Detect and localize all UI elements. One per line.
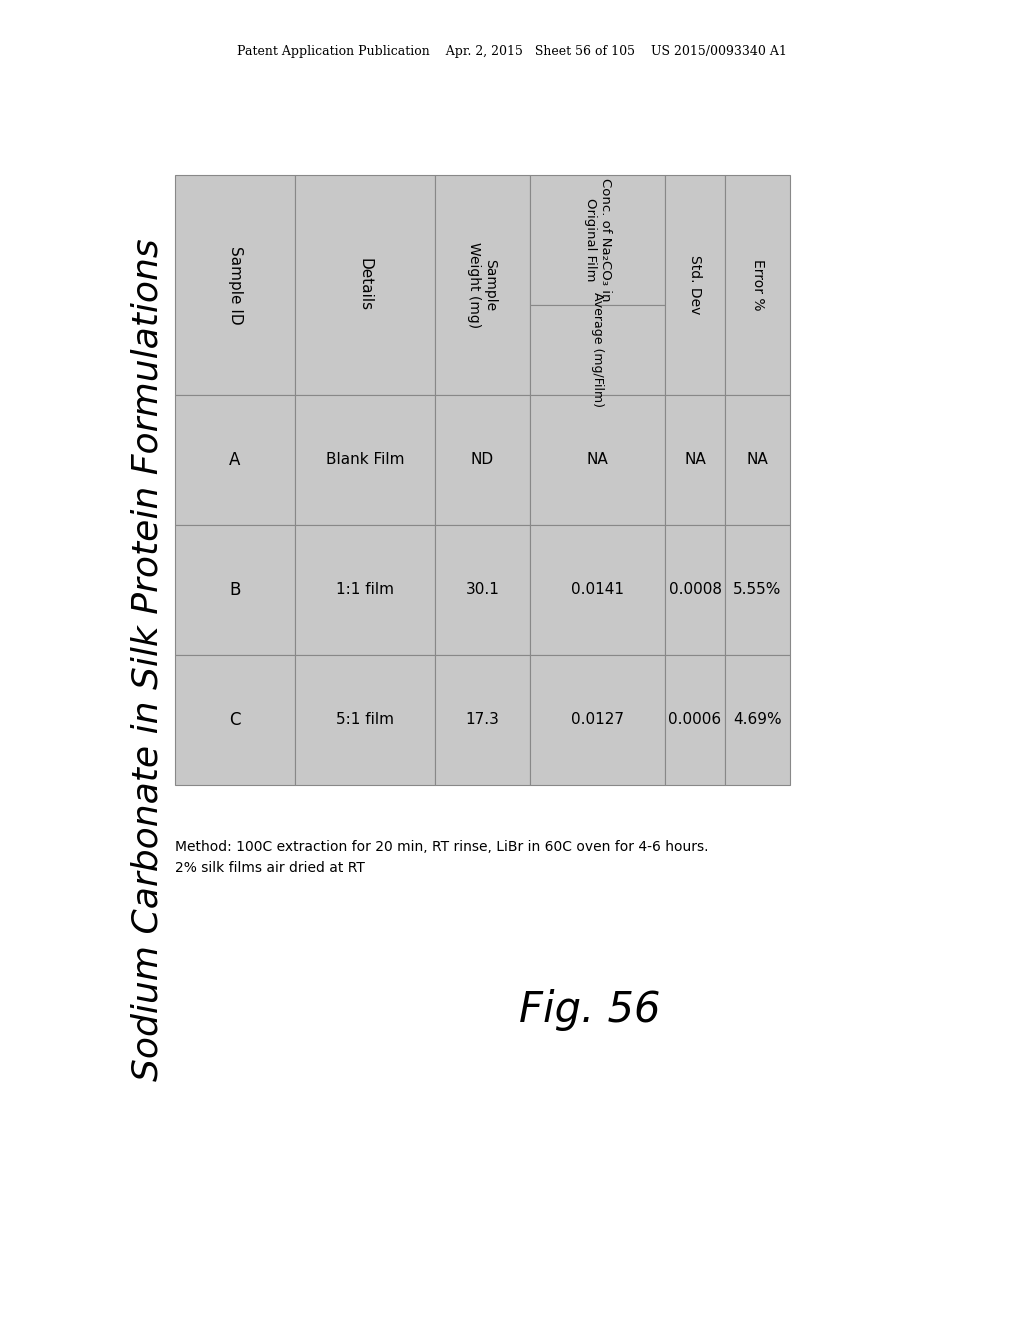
Bar <box>295 655 435 785</box>
Text: Sample ID: Sample ID <box>227 246 243 325</box>
Bar <box>530 176 665 305</box>
Bar <box>435 525 530 655</box>
Bar <box>295 395 435 525</box>
Text: Std. Dev: Std. Dev <box>688 255 702 314</box>
Text: Blank Film: Blank Film <box>326 453 404 467</box>
Text: 5.55%: 5.55% <box>733 582 781 598</box>
Text: C: C <box>229 711 241 729</box>
Text: 1:1 film: 1:1 film <box>336 582 394 598</box>
Text: 0.0008: 0.0008 <box>669 582 722 598</box>
Text: Patent Application Publication    Apr. 2, 2015   Sheet 56 of 105    US 2015/0093: Patent Application Publication Apr. 2, 2… <box>238 45 786 58</box>
Text: Average (mg/Film): Average (mg/Film) <box>591 293 604 408</box>
Bar <box>530 525 665 655</box>
Text: Sample
Weight (mg): Sample Weight (mg) <box>467 242 498 329</box>
Text: B: B <box>229 581 241 599</box>
Text: Sodium Carbonate in Silk Protein Formulations: Sodium Carbonate in Silk Protein Formula… <box>131 239 165 1081</box>
Bar <box>530 305 665 395</box>
Bar <box>175 395 295 525</box>
Bar <box>435 655 530 785</box>
Bar <box>530 655 665 785</box>
Bar <box>175 176 295 395</box>
Text: Fig. 56: Fig. 56 <box>519 989 660 1031</box>
Text: A: A <box>229 451 241 469</box>
Bar <box>530 395 665 525</box>
Text: Details: Details <box>357 259 373 312</box>
Text: Conc. of Na₂CO₃ in
Original Film: Conc. of Na₂CO₃ in Original Film <box>584 178 611 302</box>
Bar <box>435 176 530 395</box>
Bar <box>295 176 435 395</box>
Text: 0.0006: 0.0006 <box>669 713 722 727</box>
Bar <box>175 525 295 655</box>
Bar <box>175 655 295 785</box>
Bar <box>435 395 530 525</box>
Text: Error %: Error % <box>751 259 765 310</box>
Bar <box>725 176 790 395</box>
Text: 30.1: 30.1 <box>466 582 500 598</box>
Bar <box>665 395 725 525</box>
Bar <box>725 395 790 525</box>
Bar <box>295 525 435 655</box>
Text: NA: NA <box>587 453 608 467</box>
Bar <box>665 655 725 785</box>
Bar <box>665 525 725 655</box>
Bar <box>725 655 790 785</box>
Text: NA: NA <box>746 453 768 467</box>
Text: 0.0127: 0.0127 <box>571 713 624 727</box>
Text: NA: NA <box>684 453 706 467</box>
Text: 17.3: 17.3 <box>466 713 500 727</box>
Text: ND: ND <box>471 453 494 467</box>
Text: 5:1 film: 5:1 film <box>336 713 394 727</box>
Bar <box>665 176 725 395</box>
Bar <box>725 525 790 655</box>
Text: 4.69%: 4.69% <box>733 713 781 727</box>
Text: Method: 100C extraction for 20 min, RT rinse, LiBr in 60C oven for 4-6 hours.
2%: Method: 100C extraction for 20 min, RT r… <box>175 840 709 875</box>
Text: 0.0141: 0.0141 <box>571 582 624 598</box>
